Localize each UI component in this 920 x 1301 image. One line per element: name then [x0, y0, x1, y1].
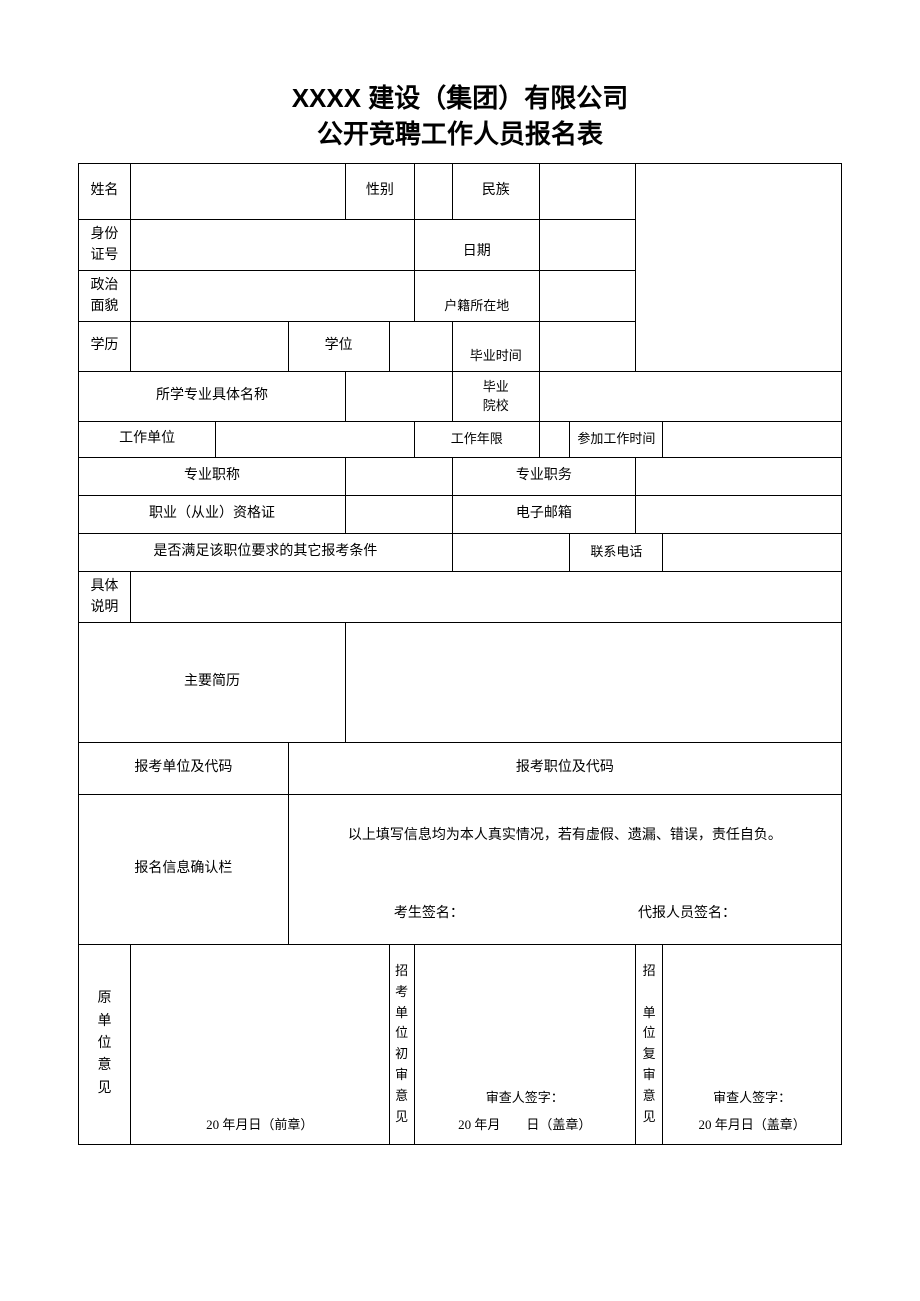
- label-resume: 主要简历: [79, 622, 346, 742]
- label-qualification: 职业（从业）资格证: [79, 495, 346, 533]
- document-title: XXXX 建设（集团）有限公司 公开竞聘工作人员报名表: [78, 80, 842, 153]
- label-name: 姓名: [79, 163, 131, 219]
- label-residence: 户籍所在地: [414, 270, 539, 321]
- field-ethnicity[interactable]: [539, 163, 635, 219]
- first-review-area[interactable]: 审查人签字： 20 年月 日（盖章）: [414, 944, 635, 1144]
- label-orig-unit: 原 单 位 意 见: [79, 944, 131, 1144]
- orig-unit-area[interactable]: 20 年月日（前章）: [130, 944, 389, 1144]
- label-other-cond: 是否满足该职位要求的其它报考条件: [79, 533, 453, 571]
- field-grad-school[interactable]: [539, 371, 841, 421]
- label-second-review: 招 单 位 复 审 意 见: [635, 944, 662, 1144]
- label-phone: 联系电话: [570, 533, 663, 571]
- label-join-work: 参加工作时间: [570, 421, 663, 457]
- label-id-no: 身份 证号: [79, 219, 131, 270]
- label-apply-pos: 报考职位及代码: [288, 742, 841, 794]
- label-apply-unit: 报考单位及代码: [79, 742, 289, 794]
- orig-unit-date: 20 年月日（前章）: [133, 1115, 387, 1136]
- field-political[interactable]: [130, 270, 414, 321]
- field-pro-duty[interactable]: [635, 457, 841, 495]
- title-line-1: XXXX 建设（集团）有限公司: [78, 80, 842, 116]
- field-date[interactable]: [539, 219, 635, 270]
- field-work-years[interactable]: [539, 421, 570, 457]
- field-resume[interactable]: [346, 622, 842, 742]
- field-name[interactable]: [130, 163, 345, 219]
- first-review-date: 20 年月 日（盖章）: [417, 1115, 633, 1136]
- label-grad-time: 毕业时间: [452, 321, 539, 371]
- field-id-no[interactable]: [130, 219, 414, 270]
- label-major: 所学专业具体名称: [79, 371, 346, 421]
- label-work-years: 工作年限: [414, 421, 539, 457]
- candidate-sign-label: 考生签名：: [394, 903, 464, 925]
- field-grad-time[interactable]: [539, 321, 635, 371]
- photo-area: [635, 163, 841, 371]
- label-pro-title: 专业职称: [79, 457, 346, 495]
- label-political: 政治 面貌: [79, 270, 131, 321]
- label-gender: 性别: [346, 163, 415, 219]
- label-email: 电子邮箱: [452, 495, 635, 533]
- first-reviewer-sign: 审查人签字：: [417, 1088, 633, 1109]
- label-confirm-col: 报名信息确认栏: [79, 794, 289, 944]
- label-education: 学历: [79, 321, 131, 371]
- field-gender[interactable]: [414, 163, 452, 219]
- registration-form-table: 姓名 性别 民族 身份 证号 日期 政治 面貌 户籍所在地 学历 学位 毕业时间…: [78, 163, 842, 1145]
- label-work-unit: 工作单位: [79, 421, 216, 457]
- field-email[interactable]: [635, 495, 841, 533]
- title-line-2: 公开竞聘工作人员报名表: [78, 116, 842, 152]
- label-degree: 学位: [288, 321, 389, 371]
- confirm-statement: 以上填写信息均为本人真实情况，若有虚假、遗漏、错误，责任自负。: [307, 825, 823, 847]
- field-pro-title[interactable]: [346, 457, 453, 495]
- label-spec-desc: 具体 说明: [79, 571, 131, 622]
- confirm-content-cell: 以上填写信息均为本人真实情况，若有虚假、遗漏、错误，责任自负。 考生签名： 代报…: [288, 794, 841, 944]
- field-major[interactable]: [346, 371, 453, 421]
- label-date: 日期: [414, 219, 539, 270]
- proxy-sign-label: 代报人员签名：: [638, 903, 736, 925]
- field-spec-desc[interactable]: [130, 571, 841, 622]
- field-join-work[interactable]: [663, 421, 842, 457]
- field-residence[interactable]: [539, 270, 635, 321]
- label-pro-duty: 专业职务: [452, 457, 635, 495]
- label-grad-school: 毕业 院校: [452, 371, 539, 421]
- label-ethnicity: 民族: [452, 163, 539, 219]
- field-qualification[interactable]: [346, 495, 453, 533]
- second-review-date: 20 年月日（盖章）: [665, 1115, 839, 1136]
- second-reviewer-sign: 审查人签字：: [665, 1088, 839, 1109]
- label-first-review: 招 考 单 位 初 审 意 见: [389, 944, 414, 1144]
- field-education[interactable]: [130, 321, 288, 371]
- field-degree[interactable]: [389, 321, 452, 371]
- field-phone[interactable]: [663, 533, 842, 571]
- second-review-area[interactable]: 审查人签字： 20 年月日（盖章）: [663, 944, 842, 1144]
- field-other-cond[interactable]: [452, 533, 569, 571]
- field-work-unit[interactable]: [216, 421, 414, 457]
